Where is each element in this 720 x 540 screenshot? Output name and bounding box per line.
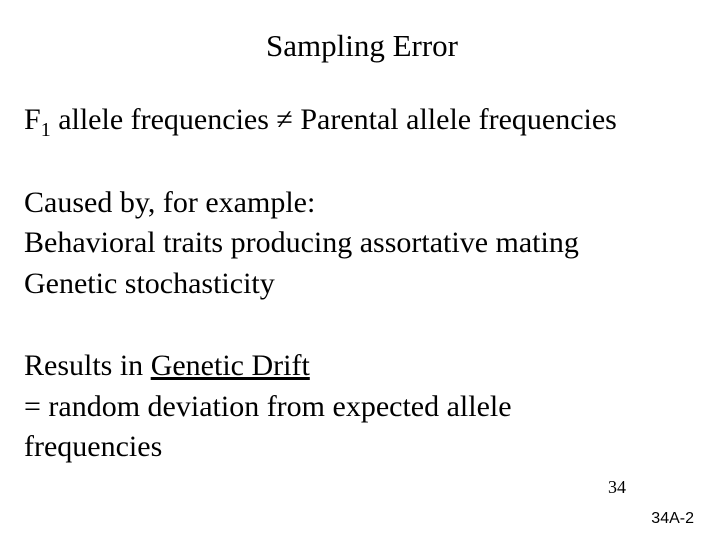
caused-by-heading: Caused by, for example:	[24, 183, 700, 224]
results-heading: Results in Genetic Drift	[24, 346, 700, 387]
results-lead: Results in	[24, 349, 151, 382]
genetic-drift-text: Genetic Drift	[151, 349, 310, 382]
equation-line: F1 allele frequencies ≠ Parental allele …	[24, 100, 700, 141]
caused-by-block: Caused by, for example: Behavioral trait…	[24, 183, 700, 305]
equation-tail: allele frequencies ≠ Parental allele fre…	[51, 103, 617, 136]
slide-number: 34	[608, 477, 626, 498]
f-label: F	[24, 103, 41, 136]
footer-label: 34A-2	[651, 510, 694, 528]
results-block: Results in Genetic Drift = random deviat…	[24, 346, 700, 468]
slide-container: Sampling Error F1 allele frequencies ≠ P…	[0, 0, 720, 540]
slide-body: F1 allele frequencies ≠ Parental allele …	[24, 100, 700, 468]
results-def-line2: frequencies	[24, 427, 700, 468]
f-subscript: 1	[41, 119, 51, 141]
caused-by-item-2: Genetic stochasticity	[24, 264, 700, 305]
results-def-line1: = random deviation from expected allele	[24, 387, 700, 428]
caused-by-item-1: Behavioral traits producing assortative …	[24, 223, 700, 264]
slide-title: Sampling Error	[24, 28, 700, 64]
